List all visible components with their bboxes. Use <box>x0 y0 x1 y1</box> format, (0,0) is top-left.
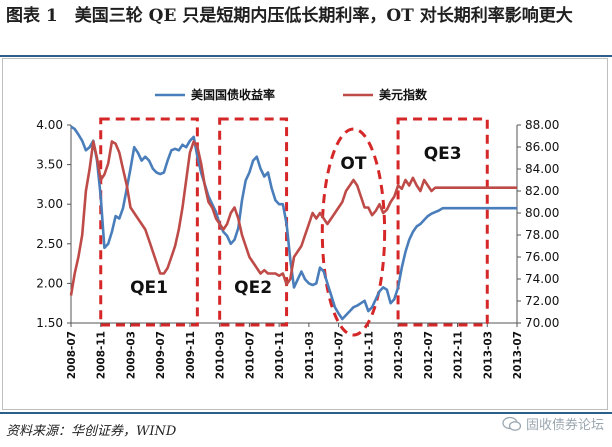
watermark: 固收债券论坛 <box>502 414 604 433</box>
yield-series-line <box>70 125 517 321</box>
right-tick-label: 78.00 <box>525 228 559 242</box>
x-tick-label: 2012-07 <box>423 331 435 379</box>
x-tick-label: 2010-03 <box>215 331 227 379</box>
watermark-text: 固收债券论坛 <box>525 418 604 433</box>
source-note: 资料来源：华创证券，WIND <box>6 424 177 439</box>
x-tick-label: 2013-03 <box>482 331 494 379</box>
x-tick-label: 2011-07 <box>334 331 346 379</box>
legend-label: 美国国债收益率 <box>191 87 275 102</box>
ot-ellipse <box>320 127 387 337</box>
legend-label: 美元指数 <box>379 87 428 102</box>
right-tick-label: 74.00 <box>525 272 559 286</box>
chart-frame: 1.50 2.00 2.50 3.00 3.50 4.00 70.00 72.00 74.00 7… <box>2 58 608 410</box>
x-tick-label: 2008-07 <box>66 331 78 379</box>
figure-title: 图表 1 美国三轮 QE 只是短期内压低长期利率，OT 对长期利率影响更大 <box>6 6 573 26</box>
left-tick-label: 1.50 <box>36 316 63 330</box>
right-tick-label: 88.00 <box>525 118 559 132</box>
wechat-icon <box>502 416 522 431</box>
annotation-box <box>99 117 199 327</box>
x-tick-label: 2009-11 <box>185 331 197 379</box>
right-tick-label: 80.00 <box>525 206 559 220</box>
x-tick-label: 2008-11 <box>96 331 108 379</box>
x-tick-label: 2010-11 <box>274 331 286 379</box>
right-tick-label: 84.00 <box>525 162 559 176</box>
right-tick-label: 72.00 <box>525 294 559 308</box>
x-tick-label: 2011-03 <box>304 331 316 379</box>
x-tick-label: 2010-07 <box>244 331 256 379</box>
top-rule <box>0 55 612 57</box>
annotation-label: OT <box>340 154 366 174</box>
left-tick-label: 4.00 <box>36 118 63 132</box>
chart-svg: 1.50 2.00 2.50 3.00 3.50 4.00 70.00 72.00 74.00 7… <box>36 87 559 379</box>
bottom-rule <box>0 412 612 414</box>
left-tick-label: 3.00 <box>36 197 63 211</box>
x-tick-label: 2013-07 <box>512 331 524 379</box>
annotation-box <box>396 117 489 327</box>
right-tick-label: 70.00 <box>525 316 559 330</box>
right-tick-label: 82.00 <box>525 184 559 198</box>
left-tick-label: 2.50 <box>36 237 63 251</box>
x-tick-label: 2012-11 <box>453 331 465 379</box>
right-tick-label: 86.00 <box>525 140 559 154</box>
annotation-label: QE1 <box>130 278 168 298</box>
right-tick-label: 76.00 <box>525 250 559 264</box>
annotation-label: QE2 <box>234 278 272 298</box>
dxy-series-line <box>69 140 517 296</box>
x-tick-label: 2011-11 <box>363 331 375 379</box>
x-tick-label: 2012-03 <box>393 331 405 379</box>
x-tick-label: 2009-03 <box>125 331 137 379</box>
left-tick-label: 2.00 <box>36 276 63 290</box>
annotation-label: QE3 <box>424 144 462 164</box>
left-tick-label: 3.50 <box>36 158 63 172</box>
x-tick-label: 2009-07 <box>155 331 167 379</box>
